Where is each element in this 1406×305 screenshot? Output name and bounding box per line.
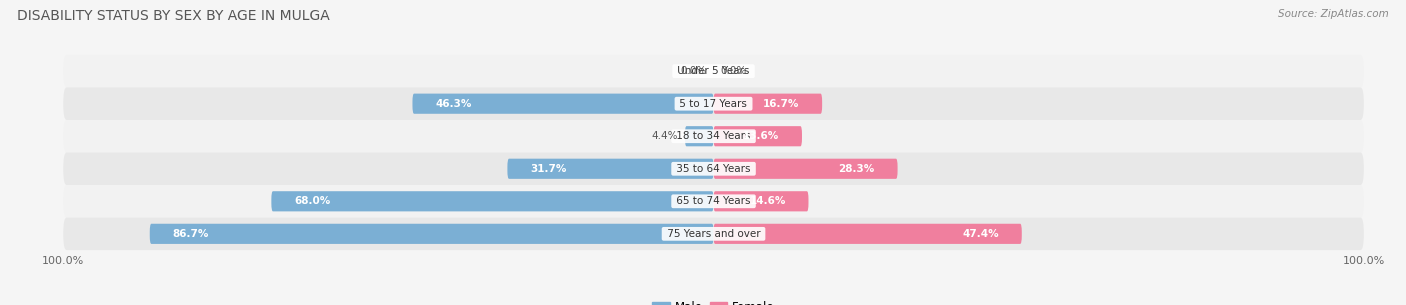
FancyBboxPatch shape (713, 126, 801, 146)
FancyBboxPatch shape (685, 126, 713, 146)
Text: DISABILITY STATUS BY SEX BY AGE IN MULGA: DISABILITY STATUS BY SEX BY AGE IN MULGA (17, 9, 329, 23)
FancyBboxPatch shape (508, 159, 713, 179)
Text: 28.3%: 28.3% (838, 164, 875, 174)
Text: 75 Years and over: 75 Years and over (664, 229, 763, 239)
Text: 18 to 34 Years: 18 to 34 Years (673, 131, 754, 141)
FancyBboxPatch shape (63, 120, 1364, 152)
Text: 4.4%: 4.4% (652, 131, 679, 141)
FancyBboxPatch shape (63, 88, 1364, 120)
Text: 0.0%: 0.0% (720, 66, 747, 76)
FancyBboxPatch shape (412, 94, 713, 114)
Legend: Male, Female: Male, Female (648, 296, 779, 305)
Text: 86.7%: 86.7% (173, 229, 209, 239)
FancyBboxPatch shape (63, 217, 1364, 250)
FancyBboxPatch shape (271, 191, 713, 211)
Text: Source: ZipAtlas.com: Source: ZipAtlas.com (1278, 9, 1389, 19)
Text: 65 to 74 Years: 65 to 74 Years (673, 196, 754, 206)
Text: 46.3%: 46.3% (436, 99, 471, 109)
Text: Under 5 Years: Under 5 Years (675, 66, 752, 76)
Text: 35 to 64 Years: 35 to 64 Years (673, 164, 754, 174)
Text: 16.7%: 16.7% (763, 99, 800, 109)
Text: 5 to 17 Years: 5 to 17 Years (676, 99, 751, 109)
FancyBboxPatch shape (63, 55, 1364, 88)
FancyBboxPatch shape (713, 94, 823, 114)
FancyBboxPatch shape (713, 159, 897, 179)
FancyBboxPatch shape (713, 224, 1022, 244)
FancyBboxPatch shape (63, 152, 1364, 185)
FancyBboxPatch shape (150, 224, 713, 244)
Text: 68.0%: 68.0% (294, 196, 330, 206)
Text: 0.0%: 0.0% (681, 66, 707, 76)
Text: 47.4%: 47.4% (962, 229, 1000, 239)
Text: 31.7%: 31.7% (530, 164, 567, 174)
FancyBboxPatch shape (63, 185, 1364, 217)
Text: 13.6%: 13.6% (742, 131, 779, 141)
Text: 14.6%: 14.6% (749, 196, 786, 206)
FancyBboxPatch shape (713, 191, 808, 211)
